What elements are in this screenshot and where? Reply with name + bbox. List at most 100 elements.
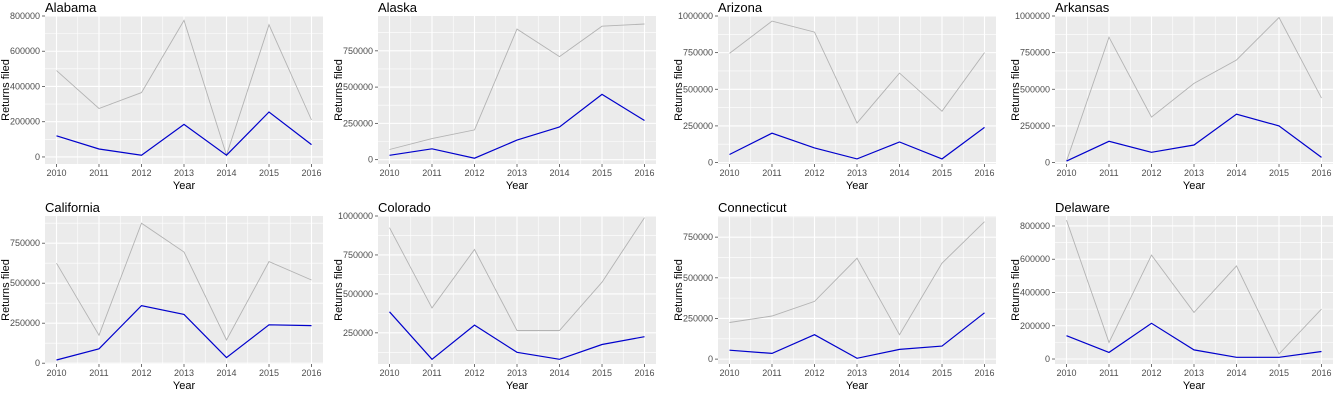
series-line-gray [1066, 220, 1322, 355]
series-line-blue [389, 93, 645, 159]
x-tick-label: 2010 [1056, 168, 1076, 178]
x-tick-label: 2011 [422, 168, 441, 178]
x-tick-label: 2012 [804, 168, 824, 178]
x-tick-label: 2013 [1184, 168, 1204, 178]
y-axis-title: Returns filed [0, 259, 12, 321]
series-line-gray [56, 19, 312, 157]
chart-title: Colorado [378, 200, 431, 215]
x-tick-label: 2016 [302, 368, 322, 378]
x-tick-label: 2010 [719, 368, 739, 378]
major-gridlines [45, 216, 323, 364]
chart-svg: 2010 2011 2012 2013 2014 2015 2016 0 200000 40000… [1010, 200, 1333, 392]
x-tick-label: 2013 [507, 368, 527, 378]
x-tick-label: 2013 [847, 368, 867, 378]
y-axis-title: Returns filed [673, 59, 685, 121]
y-tick-label: 0 [708, 158, 713, 168]
y-tick-label: 250000 [343, 328, 373, 338]
x-axis-title: Year [506, 380, 529, 392]
x-tick-label: 2011 [422, 368, 441, 378]
x-tick-label: 2010 [379, 168, 399, 178]
x-tick-label: 2015 [932, 168, 952, 178]
y-tick-label: 500000 [683, 273, 713, 283]
x-tick-label: 2012 [1141, 368, 1161, 378]
major-gridlines [1055, 216, 1333, 364]
major-gridlines [718, 216, 996, 364]
series-line-gray [389, 217, 645, 331]
x-tick-label: 2016 [302, 168, 322, 178]
chart-svg: 2010 2011 2012 2013 2014 2015 2016 0 250000 50000… [673, 0, 996, 192]
y-tick-label: 400000 [10, 81, 40, 91]
y-tick-label: 600000 [10, 46, 40, 56]
x-tick-label: 2010 [379, 368, 399, 378]
x-tick-label: 2013 [174, 368, 194, 378]
chart-svg: 2010 2011 2012 2013 2014 2015 2016 0 250000 50000… [673, 200, 996, 392]
x-tick-label: 2015 [259, 168, 279, 178]
x-tick-label: 2014 [889, 368, 909, 378]
y-tick-label: 0 [1045, 354, 1050, 364]
y-axis-title: Returns filed [333, 59, 345, 121]
x-tick-label: 2015 [592, 368, 612, 378]
series-line-blue [1066, 113, 1322, 162]
y-tick-label: 750000 [1020, 48, 1050, 58]
x-axis-title: Year [173, 180, 196, 192]
x-tick-label: 2016 [975, 168, 995, 178]
major-gridlines [45, 15, 323, 164]
y-axis-title: Returns filed [0, 59, 12, 121]
series-line-gray [56, 222, 312, 341]
x-tick-label: 2012 [464, 168, 484, 178]
x-tick-label: 2016 [635, 368, 655, 378]
x-tick-label: 2013 [174, 168, 194, 178]
series-line-blue [389, 311, 645, 361]
y-tick-label: 1000000 [338, 211, 373, 221]
y-tick-label: 250000 [1020, 121, 1050, 131]
y-axis-title: Returns filed [1010, 59, 1022, 121]
y-tick-label: 800000 [10, 11, 40, 21]
x-tick-label: 2013 [847, 168, 867, 178]
chart-svg: 2010 2011 2012 2013 2014 2015 2016 0 250000 50000… [1010, 0, 1333, 192]
y-tick-label: 0 [1045, 158, 1050, 168]
x-axis-title: Year [1183, 380, 1206, 392]
chart-panel-5: 2010 2011 2012 2013 2014 2015 2016 250000 500000… [333, 200, 663, 398]
y-tick-label: 0 [368, 155, 373, 165]
x-tick-label: 2010 [1056, 368, 1076, 378]
x-axis-title: Year [846, 180, 869, 192]
series-line-blue [1066, 322, 1322, 358]
series-line-blue [56, 111, 312, 156]
y-tick-label: 1000000 [1015, 11, 1050, 21]
x-tick-label: 2013 [1184, 368, 1204, 378]
x-tick-label: 2011 [89, 168, 108, 178]
x-tick-label: 2015 [932, 368, 952, 378]
y-tick-label: 250000 [10, 318, 40, 328]
x-tick-label: 2013 [507, 168, 527, 178]
x-tick-label: 2014 [889, 168, 909, 178]
y-tick-label: 250000 [343, 118, 373, 128]
chart-panel-0: 2010 2011 2012 2013 2014 2015 2016 0 200000 40000… [0, 0, 330, 198]
y-tick-label: 0 [35, 358, 40, 368]
major-gridlines [378, 16, 656, 164]
y-tick-label: 500000 [10, 278, 40, 288]
series-line-blue [729, 126, 985, 160]
x-tick-label: 2014 [216, 168, 236, 178]
chart-title: Connecticut [718, 200, 787, 215]
series-line-gray [1066, 16, 1322, 162]
chart-panel-7: 2010 2011 2012 2013 2014 2015 2016 0 200000 40000… [1010, 200, 1340, 398]
x-tick-label: 2012 [464, 368, 484, 378]
major-gridlines [1055, 15, 1333, 164]
x-tick-label: 2010 [719, 168, 739, 178]
chart-title: Arizona [718, 0, 763, 15]
series-line-blue [56, 304, 312, 361]
y-tick-label: 600000 [1020, 254, 1050, 264]
x-tick-label: 2012 [1141, 168, 1161, 178]
x-tick-label: 2016 [975, 368, 995, 378]
chart-title: California [45, 200, 101, 215]
x-tick-label: 2015 [1269, 168, 1289, 178]
x-tick-label: 2016 [1312, 368, 1332, 378]
chart-title: Arkansas [1055, 0, 1110, 15]
y-axis-title: Returns filed [1010, 259, 1022, 321]
x-tick-label: 2011 [1099, 168, 1118, 178]
x-tick-label: 2015 [1269, 368, 1289, 378]
x-tick-label: 2014 [1226, 368, 1246, 378]
x-tick-label: 2012 [131, 368, 151, 378]
chart-title: Delaware [1055, 200, 1110, 215]
series-line-gray [389, 23, 645, 150]
